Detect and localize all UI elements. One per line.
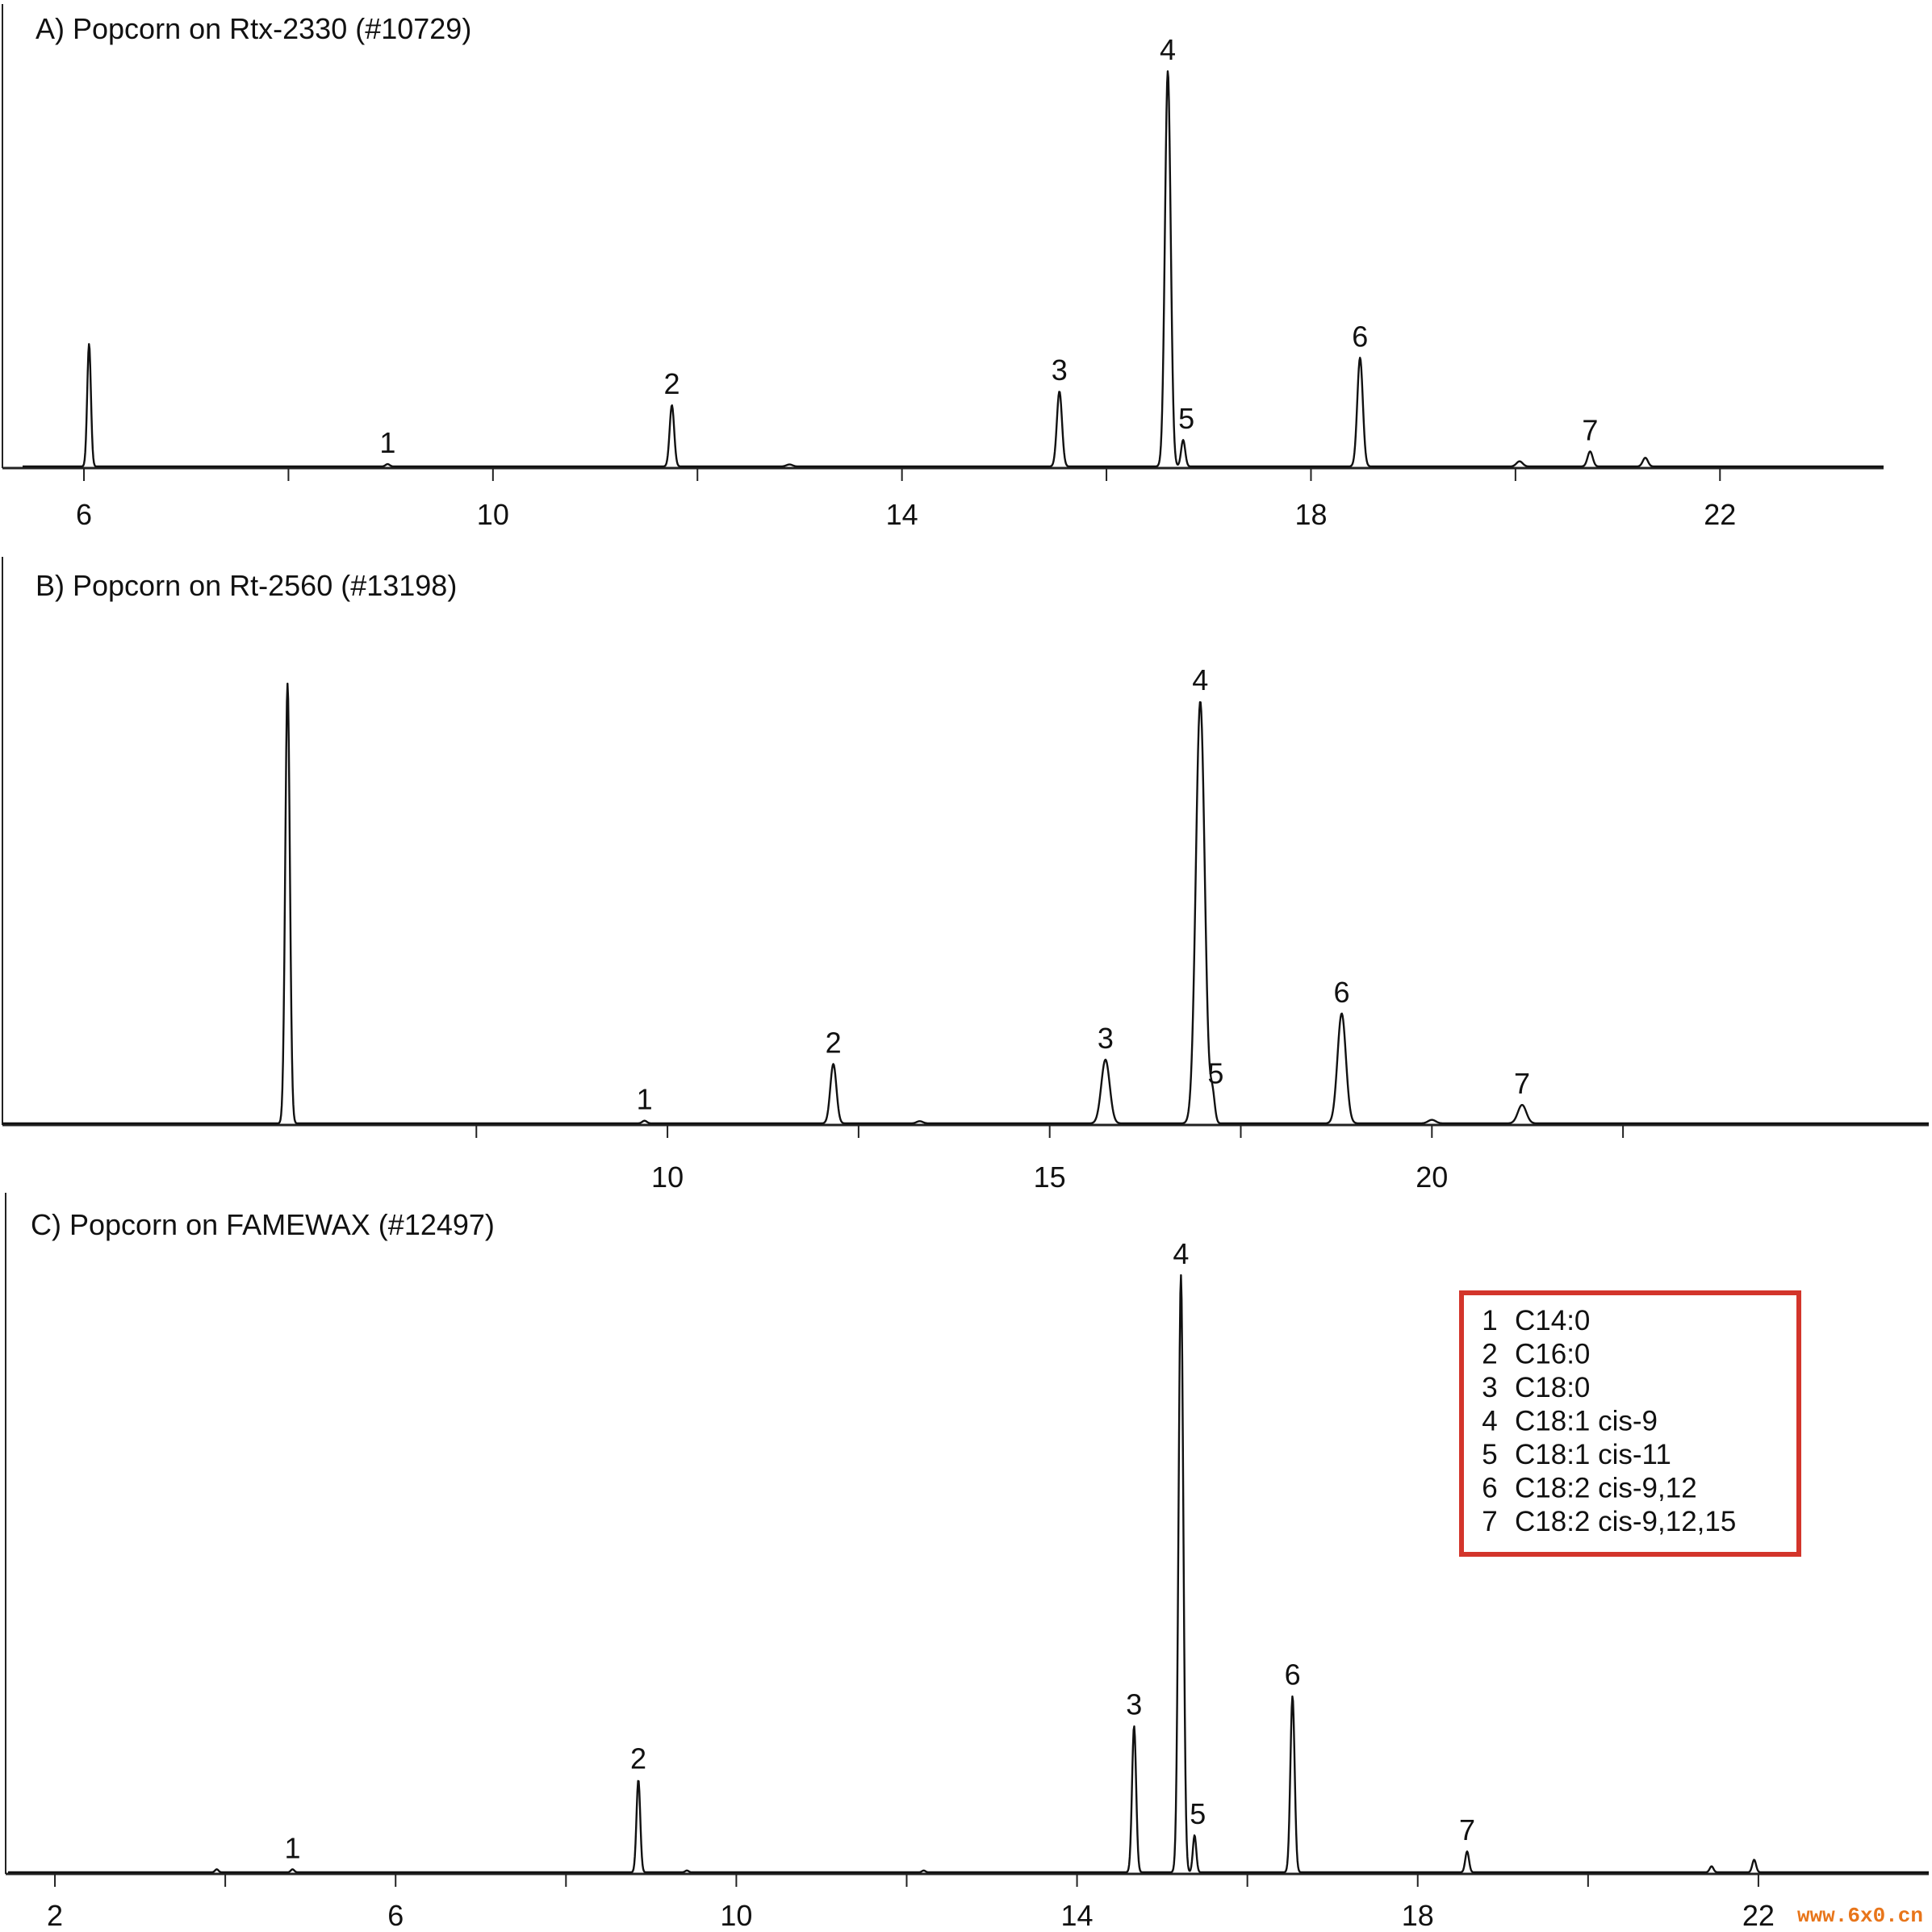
peak-label-3: 3 (1126, 1688, 1142, 1721)
panel-title: A) Popcorn on Rtx-2330 (#10729) (36, 12, 471, 45)
x-tick-label: 18 (1402, 1899, 1434, 1932)
x-tick-label: 20 (1416, 1160, 1448, 1194)
panel-c: C) Popcorn on FAMEWAX (#12497)2 6 10 14 18 22… (5, 1193, 1930, 1932)
peak-label-3: 3 (1098, 1022, 1114, 1055)
legend-compound: C18:1 cis-9 (1515, 1406, 1658, 1437)
panel-title: C) Popcorn on FAMEWAX (#12497) (31, 1208, 495, 1241)
legend-box (1459, 1290, 1801, 1557)
peak-label-1: 1 (379, 426, 395, 459)
x-tick-label: 6 (387, 1899, 404, 1932)
legend-number: 6 (1482, 1473, 1497, 1504)
legend-compound: C18:2 cis-9,12,15 (1515, 1506, 1736, 1537)
legend-compound: C14:0 (1515, 1305, 1590, 1336)
panel-b: B) Popcorn on Rt-2560 (#13198) 10 15 20 1 2 3 4… (2, 557, 1930, 1194)
legend-number: 5 (1482, 1439, 1497, 1470)
peak-label-7: 7 (1582, 413, 1598, 446)
x-tick-label: 10 (720, 1899, 752, 1932)
peak-label-4: 4 (1192, 663, 1208, 696)
x-tick-label: 14 (886, 498, 918, 531)
x-tick-label: 22 (1742, 1899, 1775, 1932)
watermark-text: www.6x0.cn (1797, 1904, 1923, 1928)
x-tick-label: 15 (1034, 1160, 1066, 1194)
legend-number: 4 (1482, 1406, 1497, 1437)
peak-label-7: 7 (1514, 1067, 1530, 1100)
peak-label-2: 2 (630, 1742, 646, 1775)
x-tick-label: 14 (1061, 1899, 1094, 1932)
peak-label-4: 4 (1160, 33, 1176, 66)
x-tick-label: 6 (76, 498, 92, 531)
peak-label-5: 5 (1207, 1057, 1223, 1090)
x-tick-label: 18 (1294, 498, 1327, 531)
peak-label-6: 6 (1334, 976, 1350, 1009)
x-tick-label: 10 (651, 1160, 684, 1194)
peak-label-5: 5 (1190, 1797, 1206, 1830)
peak-label-1: 1 (637, 1083, 653, 1116)
legend-number: 2 (1482, 1339, 1497, 1370)
peak-label-4: 4 (1173, 1237, 1189, 1270)
x-tick-label: 10 (477, 498, 509, 531)
legend-compound: C18:2 cis-9,12 (1515, 1473, 1697, 1504)
peak-label-2: 2 (826, 1026, 842, 1059)
peak-legend: 1 C14:0 2 C16:0 3 C18:0 4 C18:1 cis-9 5 C18:1 cis… (1459, 1290, 1801, 1557)
peak-label-3: 3 (1052, 353, 1068, 387)
chromatogram-trace (2, 682, 1930, 1125)
legend-number: 3 (1482, 1372, 1497, 1403)
panels: A) Popcorn on Rtx-2330 (#10729)6 10 14 18 22… (2, 4, 1930, 1932)
peak-label-5: 5 (1178, 402, 1194, 435)
x-tick-label: 22 (1704, 498, 1736, 531)
legend-compound: C16:0 (1515, 1339, 1590, 1370)
legend-compound: C18:0 (1515, 1372, 1590, 1403)
chromatogram-trace (22, 70, 1884, 468)
panel-a: A) Popcorn on Rtx-2330 (#10729)6 10 14 18 22… (2, 4, 1884, 531)
peak-label-6: 6 (1352, 320, 1368, 353)
legend-number: 7 (1482, 1506, 1497, 1537)
peak-label-7: 7 (1459, 1813, 1475, 1846)
legend-number: 1 (1482, 1305, 1497, 1336)
x-tick-label: 2 (47, 1899, 63, 1932)
peak-label-6: 6 (1285, 1658, 1301, 1692)
legend-compound: C18:1 cis-11 (1515, 1439, 1671, 1470)
panel-title: B) Popcorn on Rt-2560 (#13198) (36, 569, 457, 602)
chromatogram-trace (7, 1273, 1930, 1874)
peak-label-2: 2 (664, 367, 680, 400)
peak-label-1: 1 (284, 1831, 300, 1864)
